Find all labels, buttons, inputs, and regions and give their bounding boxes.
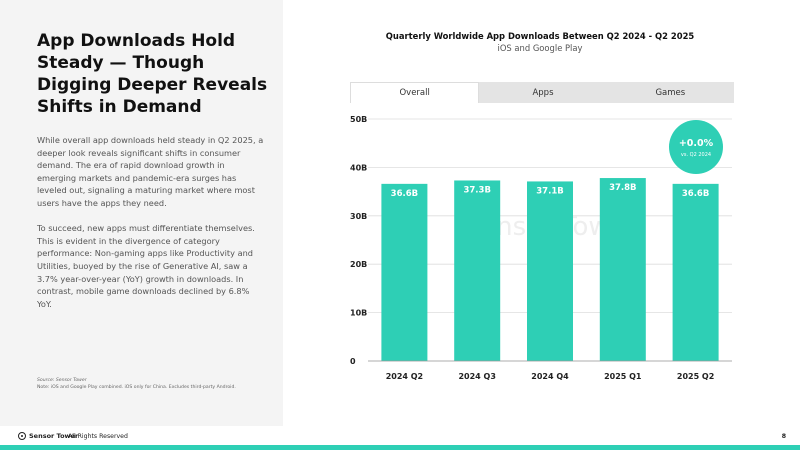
narrative-panel — [0, 0, 283, 426]
footer-logo: Sensor Tower — [18, 432, 78, 440]
y-tick-label: 10B — [350, 309, 367, 318]
y-tick-label: 30B — [350, 212, 367, 221]
yoy-badge-caption: vs. Q2 2024 — [681, 152, 711, 158]
y-tick-label: 0 — [350, 357, 356, 366]
tab-apps[interactable]: Apps — [532, 87, 554, 98]
x-tick-label: 2025 Q2 — [677, 372, 714, 381]
x-tick-label: 2024 Q4 — [531, 372, 569, 381]
chart-subtitle: iOS and Google Play — [497, 43, 583, 53]
yoy-badge — [669, 120, 723, 174]
page-number: 8 — [781, 433, 786, 440]
slide-headline: App Downloads Hold Steady — Though Diggi… — [37, 31, 268, 117]
footer-logo-text: Sensor Tower — [29, 432, 79, 440]
note-line: Note: iOS and Google Play combined. iOS … — [37, 385, 236, 390]
body-paragraph-2: To succeed, new apps must differentiate … — [37, 223, 255, 309]
bar-data-label: 37.1B — [536, 186, 563, 196]
bar — [527, 181, 573, 361]
chart-title: Quarterly Worldwide App Downloads Betwee… — [385, 31, 695, 41]
bar — [381, 183, 428, 361]
x-tick-label: 2024 Q3 — [458, 372, 495, 381]
y-tick-label: 50B — [350, 115, 367, 124]
x-tick-label: 2025 Q1 — [604, 372, 642, 381]
footer-accent-line — [0, 445, 800, 450]
bar — [599, 178, 646, 361]
tab-games[interactable]: Games — [655, 87, 686, 98]
sensor-tower-logo-icon — [18, 432, 26, 440]
y-tick-label: 20B — [350, 260, 367, 269]
body-paragraph-1: While overall app downloads held steady … — [37, 135, 264, 208]
segment-tabs: Overall Apps Games — [350, 82, 734, 103]
tab-overall[interactable]: Overall — [350, 82, 480, 103]
bar-data-label: 36.6B — [682, 189, 709, 199]
slide-body: While overall app downloads held steady … — [37, 134, 265, 323]
source-line: Source: Sensor Tower — [37, 378, 87, 383]
y-tick-label: 40B — [350, 163, 367, 172]
bar-data-label: 36.6B — [391, 189, 418, 199]
x-tick-label: 2024 Q2 — [386, 372, 423, 381]
yoy-badge-value: +0.0% — [679, 138, 714, 149]
bar — [454, 180, 501, 361]
bar-data-label: 37.8B — [609, 183, 636, 193]
source-notes: Source: Sensor Tower Note: iOS and Googl… — [37, 377, 277, 391]
bar — [672, 183, 719, 361]
bar-data-label: 37.3B — [463, 185, 490, 195]
footer-rights: All Rights Reserved — [68, 433, 128, 440]
